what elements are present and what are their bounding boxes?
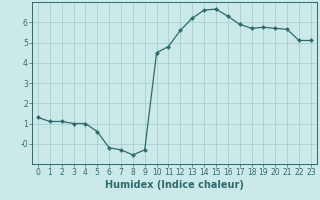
X-axis label: Humidex (Indice chaleur): Humidex (Indice chaleur) <box>105 180 244 190</box>
